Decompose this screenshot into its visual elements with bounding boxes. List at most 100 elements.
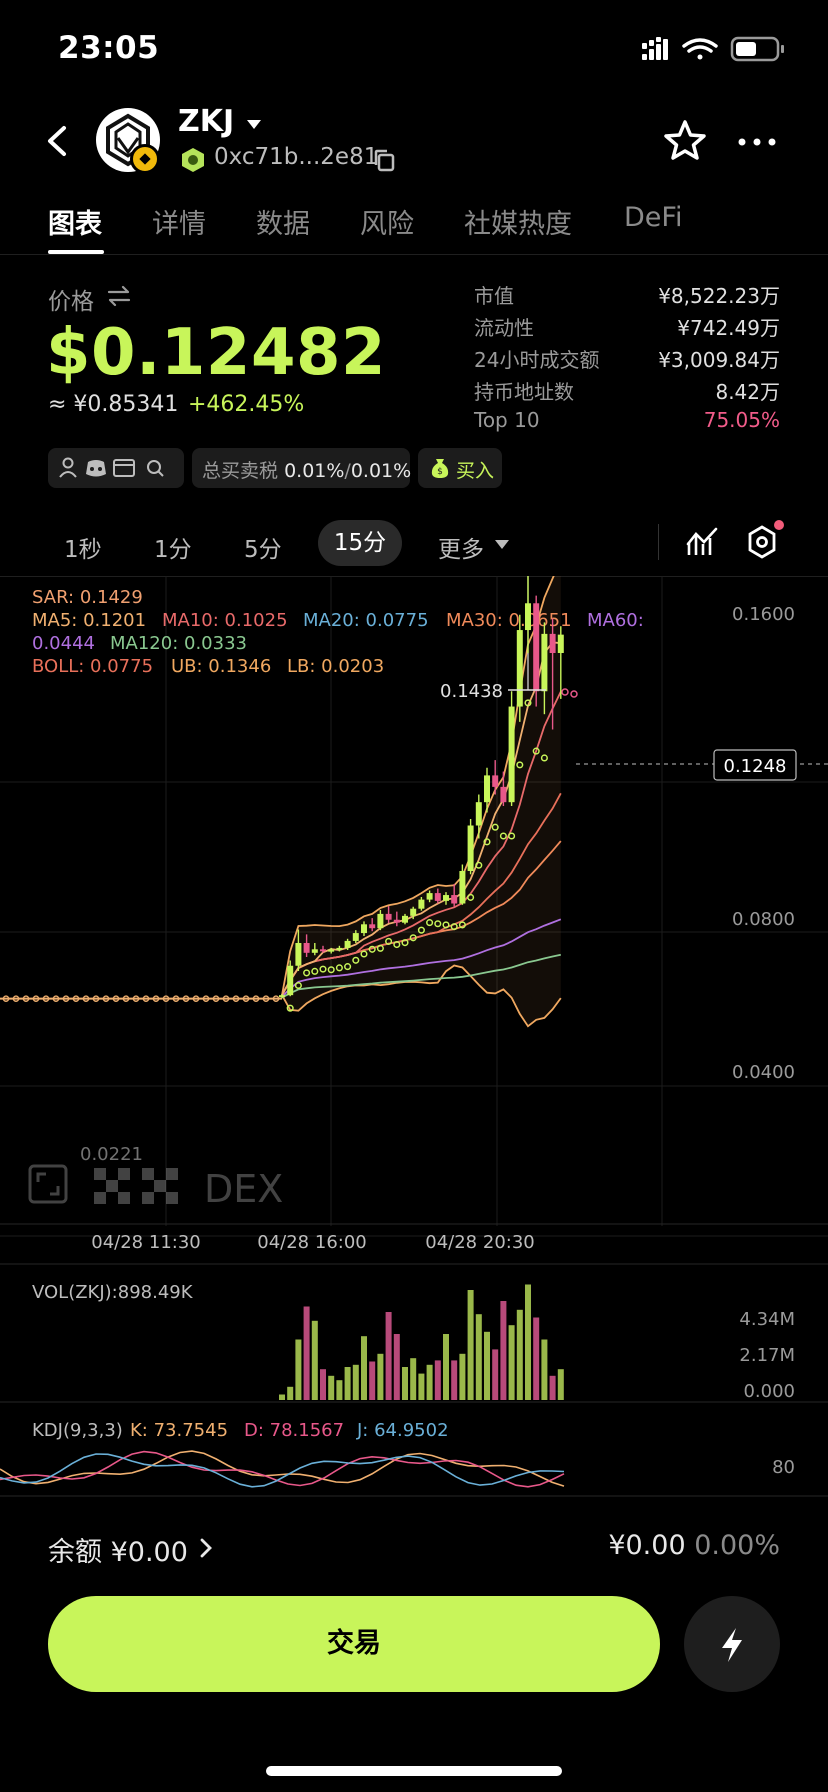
timeframe-5m[interactable]: 5分	[244, 537, 282, 563]
volume-bar	[549, 1375, 556, 1400]
sar-point	[242, 995, 250, 1002]
candle-body	[369, 924, 376, 929]
sar-point	[475, 861, 483, 869]
search-icon[interactable]	[147, 460, 164, 477]
trade-button[interactable]: 交易	[48, 1596, 660, 1692]
timeframe-1m[interactable]: 1分	[154, 537, 192, 563]
volume-bar	[352, 1364, 359, 1400]
legend-ma10: MA10: 0.1025	[162, 610, 288, 631]
candle	[418, 897, 425, 911]
timeframe-1s[interactable]: 1秒	[64, 537, 102, 563]
y-tick-label: 0.0800	[732, 909, 795, 930]
current-price-tag	[713, 749, 797, 781]
timeframe-15m[interactable]: 15分	[318, 520, 402, 566]
sar-point	[532, 747, 540, 755]
swap-currency-icon[interactable]	[106, 284, 132, 308]
divider	[0, 254, 828, 255]
tab-social-heat[interactable]: 社媒热度	[464, 209, 572, 240]
candle	[467, 819, 474, 875]
legend-lb: LB: 0.0203	[287, 656, 384, 677]
candle	[459, 864, 466, 905]
sar-point	[262, 995, 270, 1002]
kdj-line	[0, 1450, 565, 1488]
stat-holders-value: 8.42万	[715, 380, 780, 404]
candle-body	[377, 913, 384, 929]
more-options-icon[interactable]	[736, 124, 778, 160]
high-price-label: 0.1438	[440, 681, 503, 702]
volume-tick: 2.17M	[739, 1345, 795, 1366]
sar-point	[132, 995, 140, 1002]
sar-point	[401, 939, 409, 947]
sar-point	[202, 995, 210, 1002]
tab-chart[interactable]: 图表	[48, 209, 102, 240]
sar-point	[82, 995, 90, 1002]
tab-defi[interactable]: DeFi	[624, 202, 683, 233]
candle	[410, 906, 417, 920]
chart-settings-icon[interactable]	[746, 524, 778, 560]
contract-address[interactable]: 0xc71b...2e81	[214, 144, 379, 170]
candle-body	[500, 786, 507, 803]
volume-series	[279, 1284, 564, 1400]
notification-dot	[774, 520, 784, 530]
card-icon[interactable]	[113, 459, 135, 477]
indicator-chart-icon[interactable]	[686, 526, 718, 558]
person-icon[interactable]	[59, 457, 77, 478]
buy-chip[interactable]: $ 买入	[418, 448, 502, 488]
sar-point	[272, 995, 280, 1002]
quick-trade-button[interactable]	[684, 1596, 780, 1692]
sar-point	[112, 995, 120, 1002]
candle-body	[484, 775, 490, 803]
candle	[508, 691, 515, 806]
y-tick-label: 0.1600	[732, 604, 795, 625]
candle-body	[467, 825, 474, 871]
home-indicator	[266, 1766, 562, 1776]
candle	[352, 930, 359, 943]
volume-bar	[516, 1309, 523, 1400]
discord-icon[interactable]	[86, 460, 106, 477]
favorite-star-icon[interactable]	[662, 118, 708, 164]
stat-market-cap-value: ¥8,522.23万	[658, 284, 780, 308]
volume-bar	[434, 1360, 441, 1400]
signal-icon	[642, 37, 668, 60]
sar-point	[92, 995, 100, 1002]
volume-bar	[426, 1364, 433, 1400]
candle-body	[410, 908, 417, 916]
volume-bar	[303, 1306, 310, 1400]
candle-body	[533, 603, 540, 692]
back-button[interactable]	[38, 118, 78, 164]
candle-body	[459, 871, 466, 904]
token-name[interactable]: ZKJ	[178, 104, 235, 139]
timeframe-more[interactable]: 更多	[438, 537, 484, 563]
tab-risk[interactable]: 风险	[360, 209, 414, 240]
copy-icon[interactable]	[372, 148, 396, 172]
chart-grid	[0, 576, 828, 1497]
volume-bar	[279, 1394, 285, 1400]
volume-bar	[361, 1336, 367, 1400]
sar-point	[172, 995, 180, 1002]
tab-data[interactable]: 数据	[256, 209, 310, 240]
sar-point	[286, 1004, 294, 1012]
bollinger-lower	[281, 964, 562, 1028]
sar-point	[311, 967, 319, 975]
tab-details[interactable]: 详情	[152, 209, 206, 240]
chevron-right-icon[interactable]	[198, 1536, 214, 1560]
tax-separator: /	[344, 460, 351, 482]
price-chart[interactable]: SAR: 0.1429 MA5: 0.1201 MA10: 0.1025 MA2…	[0, 576, 828, 1500]
candle	[311, 943, 318, 956]
volume-label: VOL(ZKJ):898.49K	[32, 1282, 194, 1303]
sar-point	[72, 995, 80, 1002]
sar-point	[222, 995, 230, 1002]
caret-down-icon[interactable]	[494, 538, 510, 550]
divider	[0, 576, 828, 577]
balance-label[interactable]: 余额 ¥0.00	[48, 1537, 188, 1568]
candle	[402, 913, 408, 925]
sar-point	[385, 937, 393, 945]
divider	[658, 524, 659, 560]
candle-body	[336, 947, 343, 950]
candle	[369, 918, 376, 932]
candle	[451, 884, 458, 907]
candle-body	[385, 913, 392, 920]
volume-bar	[385, 1312, 392, 1400]
position-value: ¥0.00 0.00%	[608, 1530, 780, 1561]
caret-down-icon[interactable]	[246, 118, 262, 130]
